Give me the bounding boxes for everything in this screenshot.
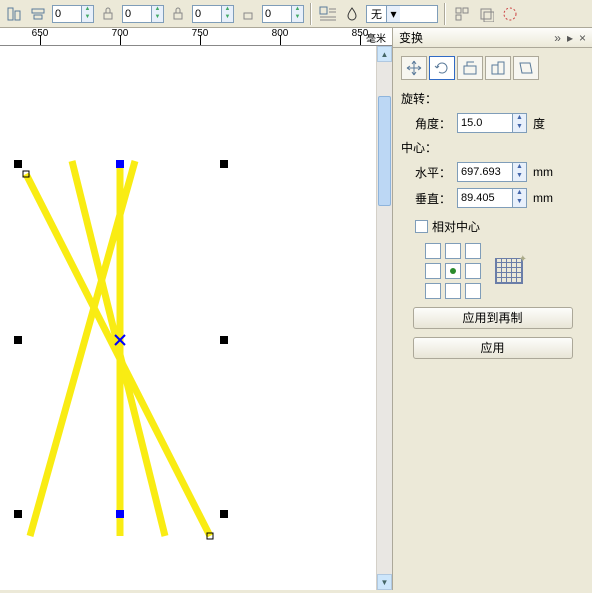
align-icon-1[interactable] xyxy=(4,4,24,24)
horiz-unit: mm xyxy=(533,165,557,179)
scroll-down-icon[interactable]: ▼ xyxy=(377,574,392,590)
panel-body: 旋转： 角度： ▲▼ 度 中心： 水平： ▲▼ mm 垂直： ▲▼ mm xyxy=(393,48,592,367)
angle-spinner[interactable]: ▲▼ xyxy=(457,113,527,133)
horiz-up-icon[interactable]: ▲ xyxy=(512,163,526,172)
anchor-mr[interactable] xyxy=(465,263,481,279)
anchor-br[interactable] xyxy=(465,283,481,299)
anchor-mc[interactable] xyxy=(445,263,461,279)
anchor-tc[interactable] xyxy=(445,243,461,259)
canvas[interactable] xyxy=(0,46,376,590)
transform-tabs xyxy=(401,56,584,80)
lock-icon-2[interactable] xyxy=(168,4,188,24)
relative-label: 相对中心 xyxy=(432,218,480,235)
angle-label: 角度： xyxy=(415,115,451,132)
horizontal-ruler: 毫米 650700750800850 xyxy=(0,28,392,46)
rotate-section-label: 旋转： xyxy=(401,90,584,107)
canvas-svg xyxy=(0,46,376,590)
text-wrap-icon[interactable] xyxy=(318,4,338,24)
tab-scale[interactable] xyxy=(457,56,483,80)
anchor-grid xyxy=(425,243,481,299)
align-icon-2[interactable] xyxy=(28,4,48,24)
h-spinner-input[interactable] xyxy=(263,6,291,22)
lock-icon-1[interactable] xyxy=(98,4,118,24)
vert-input[interactable] xyxy=(458,189,512,207)
anchor-tr[interactable] xyxy=(465,243,481,259)
horiz-row: 水平： ▲▼ mm xyxy=(415,162,584,182)
vert-unit: mm xyxy=(533,191,557,205)
anchor-area: ✦ xyxy=(425,243,584,299)
x-spinner-input[interactable] xyxy=(53,6,81,22)
separator xyxy=(310,3,312,25)
separator-2 xyxy=(444,3,446,25)
tab-size[interactable] xyxy=(485,56,511,80)
relative-checkbox[interactable] xyxy=(415,220,428,233)
panel-title: 变换 xyxy=(399,29,423,46)
horiz-label: 水平： xyxy=(415,164,451,181)
grid-snap-icon[interactable]: ✦ xyxy=(495,258,523,284)
anchor-bl[interactable] xyxy=(425,283,441,299)
panel-titlebar: 变换 » ▸ × xyxy=(393,28,592,48)
panel-expand-icon[interactable]: » xyxy=(554,31,561,45)
anchor-ml[interactable] xyxy=(425,263,441,279)
panel-close-icon[interactable]: × xyxy=(579,31,586,45)
h-spinner[interactable]: ▲▼ xyxy=(262,5,304,23)
tool-icon-a[interactable] xyxy=(452,4,472,24)
y-spinner-input[interactable] xyxy=(123,6,151,22)
y-spinner[interactable]: ▲▼ xyxy=(122,5,164,23)
panel-menu-icon[interactable]: ▸ xyxy=(567,31,573,45)
angle-unit: 度 xyxy=(533,115,557,132)
w-spinner-input[interactable] xyxy=(193,6,221,22)
angle-input[interactable] xyxy=(458,114,512,132)
horiz-spinner[interactable]: ▲▼ xyxy=(457,162,527,182)
angle-up-icon[interactable]: ▲ xyxy=(512,114,526,123)
tool-icon-c[interactable] xyxy=(500,4,520,24)
vert-row: 垂直： ▲▼ mm xyxy=(415,188,584,208)
apply-button[interactable]: 应用 xyxy=(413,337,573,359)
scroll-thumb[interactable] xyxy=(378,96,391,206)
lock-icon-3[interactable] xyxy=(238,4,258,24)
chevron-down-icon: ▾ xyxy=(386,6,400,22)
vert-label: 垂直： xyxy=(415,190,451,207)
anchor-tl[interactable] xyxy=(425,243,441,259)
horiz-down-icon[interactable]: ▼ xyxy=(512,172,526,181)
x-spinner[interactable]: ▲▼ xyxy=(52,5,94,23)
vert-down-icon[interactable]: ▼ xyxy=(512,198,526,207)
w-spinner[interactable]: ▲▼ xyxy=(192,5,234,23)
tab-position[interactable] xyxy=(401,56,427,80)
ruler-unit: 毫米 xyxy=(366,30,386,45)
canvas-area: ▲ ▼ xyxy=(0,46,392,590)
horiz-input[interactable] xyxy=(458,163,512,181)
vert-spinner[interactable]: ▲▼ xyxy=(457,188,527,208)
fill-dropdown[interactable]: 无▾ xyxy=(366,5,438,23)
top-toolbar: ▲▼ ▲▼ ▲▼ ▲▼ 无▾ xyxy=(0,0,592,28)
tab-skew[interactable] xyxy=(513,56,539,80)
tab-rotate[interactable] xyxy=(429,56,455,80)
scroll-up-icon[interactable]: ▲ xyxy=(377,46,392,62)
center-section-label: 中心： xyxy=(401,139,584,156)
vert-up-icon[interactable]: ▲ xyxy=(512,189,526,198)
fill-dropdown-label: 无 xyxy=(367,6,386,22)
vertical-scrollbar[interactable]: ▲ ▼ xyxy=(376,46,392,590)
angle-row: 角度： ▲▼ 度 xyxy=(415,113,584,133)
transform-panel: 变换 » ▸ × 旋转： 角度： ▲▼ 度 中心： 水平： xyxy=(392,28,592,590)
fill-drop-icon[interactable] xyxy=(342,4,362,24)
relative-row: 相对中心 xyxy=(415,218,584,235)
tool-icon-b[interactable] xyxy=(476,4,496,24)
angle-down-icon[interactable]: ▼ xyxy=(512,123,526,132)
anchor-bc[interactable] xyxy=(445,283,461,299)
apply-duplicate-button[interactable]: 应用到再制 xyxy=(413,307,573,329)
